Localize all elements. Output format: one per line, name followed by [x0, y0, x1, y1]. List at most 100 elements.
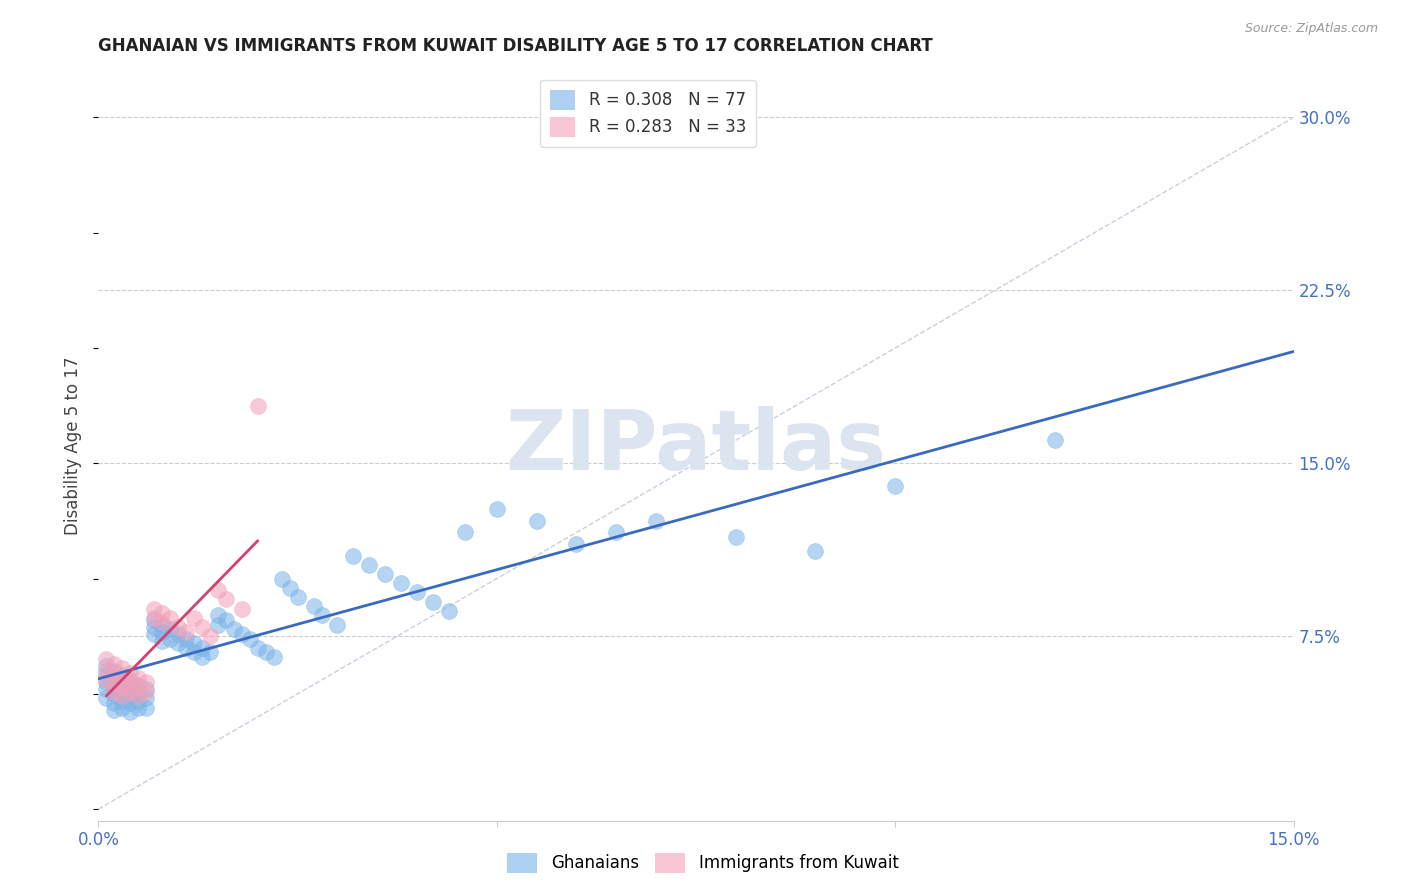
- Point: [254, 645, 277, 659]
- Point: [326, 617, 349, 632]
- Point: [111, 684, 134, 698]
- Point: [111, 689, 134, 703]
- Point: [111, 675, 134, 690]
- Point: [191, 620, 214, 634]
- Point: [167, 627, 190, 641]
- Point: [884, 479, 907, 493]
- Point: [120, 680, 142, 694]
- Point: [1043, 434, 1066, 448]
- Point: [96, 659, 118, 673]
- Point: [135, 682, 157, 697]
- Point: [103, 657, 125, 671]
- Point: [159, 622, 181, 636]
- Point: [198, 629, 221, 643]
- Point: [150, 617, 173, 632]
- Point: [231, 627, 253, 641]
- Point: [111, 671, 134, 685]
- Point: [526, 514, 548, 528]
- Point: [111, 700, 134, 714]
- Point: [406, 585, 429, 599]
- Point: [120, 675, 142, 690]
- Point: [174, 640, 197, 655]
- Text: Source: ZipAtlas.com: Source: ZipAtlas.com: [1244, 22, 1378, 36]
- Point: [103, 666, 125, 681]
- Point: [183, 645, 205, 659]
- Point: [127, 700, 149, 714]
- Point: [150, 615, 173, 630]
- Legend: R = 0.308   N = 77, R = 0.283   N = 33: R = 0.308 N = 77, R = 0.283 N = 33: [540, 79, 756, 147]
- Point: [143, 627, 166, 641]
- Point: [96, 652, 118, 666]
- Point: [120, 666, 142, 681]
- Point: [103, 664, 125, 678]
- Point: [246, 399, 269, 413]
- Point: [342, 549, 364, 563]
- Point: [96, 675, 118, 690]
- Point: [135, 684, 157, 698]
- Point: [231, 601, 253, 615]
- Point: [454, 525, 477, 540]
- Point: [605, 525, 627, 540]
- Point: [127, 689, 149, 703]
- Point: [207, 608, 229, 623]
- Point: [127, 678, 149, 692]
- Point: [111, 668, 134, 682]
- Point: [143, 620, 166, 634]
- Point: [183, 636, 205, 650]
- Point: [127, 694, 149, 708]
- Point: [302, 599, 325, 614]
- Point: [150, 606, 173, 620]
- Point: [167, 636, 190, 650]
- Point: [246, 640, 269, 655]
- Point: [278, 581, 301, 595]
- Point: [150, 633, 173, 648]
- Point: [159, 611, 181, 625]
- Point: [263, 649, 285, 664]
- Point: [111, 694, 134, 708]
- Point: [374, 566, 396, 581]
- Point: [143, 613, 166, 627]
- Point: [191, 649, 214, 664]
- Point: [127, 680, 149, 694]
- Point: [143, 601, 166, 615]
- Point: [191, 640, 214, 655]
- Point: [96, 673, 118, 687]
- Point: [198, 645, 221, 659]
- Point: [120, 706, 142, 720]
- Point: [437, 604, 460, 618]
- Y-axis label: Disability Age 5 to 17: Disability Age 5 to 17: [65, 357, 83, 535]
- Point: [103, 703, 125, 717]
- Legend: Ghanaians, Immigrants from Kuwait: Ghanaians, Immigrants from Kuwait: [501, 847, 905, 880]
- Point: [311, 608, 333, 623]
- Point: [222, 622, 245, 636]
- Point: [120, 673, 142, 687]
- Point: [103, 671, 125, 685]
- Point: [111, 661, 134, 675]
- Point: [159, 632, 181, 646]
- Point: [96, 668, 118, 682]
- Point: [135, 700, 157, 714]
- Point: [183, 611, 205, 625]
- Point: [127, 671, 149, 685]
- Point: [485, 502, 508, 516]
- Point: [215, 613, 238, 627]
- Point: [239, 632, 262, 646]
- Text: GHANAIAN VS IMMIGRANTS FROM KUWAIT DISABILITY AGE 5 TO 17 CORRELATION CHART: GHANAIAN VS IMMIGRANTS FROM KUWAIT DISAB…: [98, 37, 934, 54]
- Point: [167, 620, 190, 634]
- Point: [103, 696, 125, 710]
- Text: ZIPatlas: ZIPatlas: [506, 406, 886, 486]
- Point: [103, 687, 125, 701]
- Point: [270, 572, 292, 586]
- Point: [645, 514, 668, 528]
- Point: [120, 684, 142, 698]
- Point: [96, 664, 118, 678]
- Point: [103, 675, 125, 690]
- Point: [96, 682, 118, 697]
- Point: [207, 583, 229, 598]
- Point: [111, 680, 134, 694]
- Point: [207, 617, 229, 632]
- Point: [150, 624, 173, 639]
- Point: [120, 689, 142, 703]
- Point: [174, 624, 197, 639]
- Point: [127, 684, 149, 698]
